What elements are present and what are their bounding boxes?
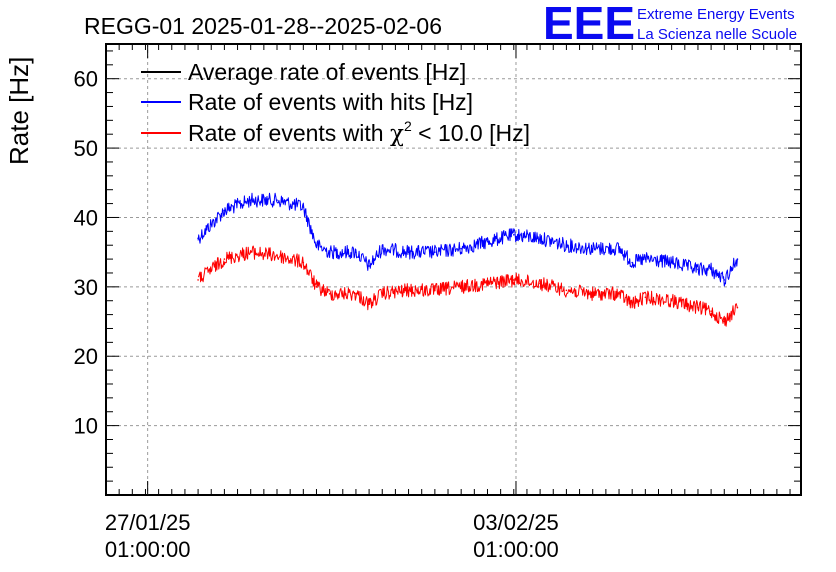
series-1-point	[565, 244, 568, 247]
series-1-point	[249, 199, 252, 201]
x-tick-label-time-1: 01:00:00	[473, 537, 559, 562]
series-1-point	[697, 268, 699, 271]
series-2-point	[539, 282, 541, 285]
series-1-point	[197, 237, 199, 240]
eee-logo: EEE Extreme Energy Events La Scienza nel…	[543, 0, 797, 49]
series-2-point	[736, 306, 739, 309]
series-2-point	[591, 292, 594, 295]
series-1-point	[368, 265, 370, 267]
y-tick-label-60: 60	[74, 67, 98, 92]
series-layer	[197, 192, 739, 327]
y-tick-label-10: 10	[74, 414, 98, 439]
series-1-point	[407, 251, 410, 253]
series-2-point	[565, 289, 568, 292]
series-1-point	[328, 251, 331, 253]
axis-ticks	[105, 44, 801, 495]
x-tick-label-time-0: 01:00:00	[105, 537, 191, 562]
series-1-point	[302, 206, 305, 208]
legend-label-average: Average rate of events [Hz]	[188, 59, 466, 85]
series-1-point	[710, 268, 712, 271]
chart-title: REGG-01 2025-01-28--2025-02-06	[84, 13, 442, 39]
legend: Average rate of events [Hz] Rate of even…	[141, 59, 530, 147]
series-2-point	[710, 310, 712, 312]
series-1-point	[434, 251, 436, 253]
series-2-point	[249, 251, 252, 253]
series-1-point	[276, 199, 278, 201]
series-1-point	[723, 279, 726, 281]
series-1-point	[670, 261, 673, 264]
x-tick-label-date-1: 03/02/25	[473, 510, 559, 535]
series-2-point	[434, 289, 436, 292]
grid	[106, 44, 801, 495]
series-line-1	[197, 192, 738, 287]
series-2-point	[697, 306, 699, 309]
y-axis-title: Rate [Hz]	[4, 57, 34, 165]
plot-frame	[105, 43, 802, 496]
series-2-point	[355, 292, 357, 295]
y-tick-label-50: 50	[74, 136, 98, 161]
series-1-point	[486, 240, 489, 243]
series-2-point	[302, 261, 305, 264]
series-2-point	[276, 254, 278, 257]
series-2-point	[315, 286, 318, 288]
series-1-point	[736, 258, 739, 260]
series-1-point	[355, 251, 357, 253]
series-2-point	[407, 289, 410, 292]
series-2-point	[486, 282, 489, 285]
series-1-point	[460, 247, 462, 250]
series-2-point	[644, 296, 647, 299]
series-1-point	[618, 247, 620, 250]
series-1-point	[644, 258, 647, 260]
legend-label-hits: Rate of events with hits [Hz]	[188, 89, 473, 115]
series-1-point	[512, 234, 515, 236]
x-tick-label-date-0: 27/01/25	[105, 510, 191, 535]
eee-logo-line2: La Scienza nelle Scuole	[637, 26, 797, 43]
series-2-point	[328, 292, 331, 295]
y-tick-label-20: 20	[74, 344, 98, 369]
series-2-point	[381, 292, 384, 295]
y-tick-label-40: 40	[74, 205, 98, 230]
series-2-point	[223, 258, 226, 260]
tick-labels: 10203040506027/01/2501:00:0003/02/2501:0…	[74, 67, 559, 562]
series-2-point	[368, 303, 370, 305]
series-2-point	[512, 279, 515, 281]
series-1-point	[381, 247, 384, 250]
series-1-point	[315, 244, 318, 247]
series-line-2	[197, 245, 738, 327]
series-2-point	[670, 299, 673, 302]
series-2-point	[618, 292, 620, 295]
eee-logo-line1: Extreme Energy Events	[637, 6, 795, 23]
series-1-point	[631, 261, 633, 264]
series-2-point	[460, 286, 462, 288]
series-2-point	[197, 279, 199, 281]
series-2-point	[631, 303, 633, 305]
series-1-point	[591, 247, 594, 250]
eee-logo-mark: EEE	[543, 0, 635, 49]
y-tick-label-30: 30	[74, 275, 98, 300]
series-2-point	[723, 320, 726, 323]
series-1-point	[223, 209, 226, 212]
series-1-point	[539, 237, 541, 240]
legend-label-chi2: Rate of events with χ2 < 10.0 [Hz]	[188, 118, 530, 147]
